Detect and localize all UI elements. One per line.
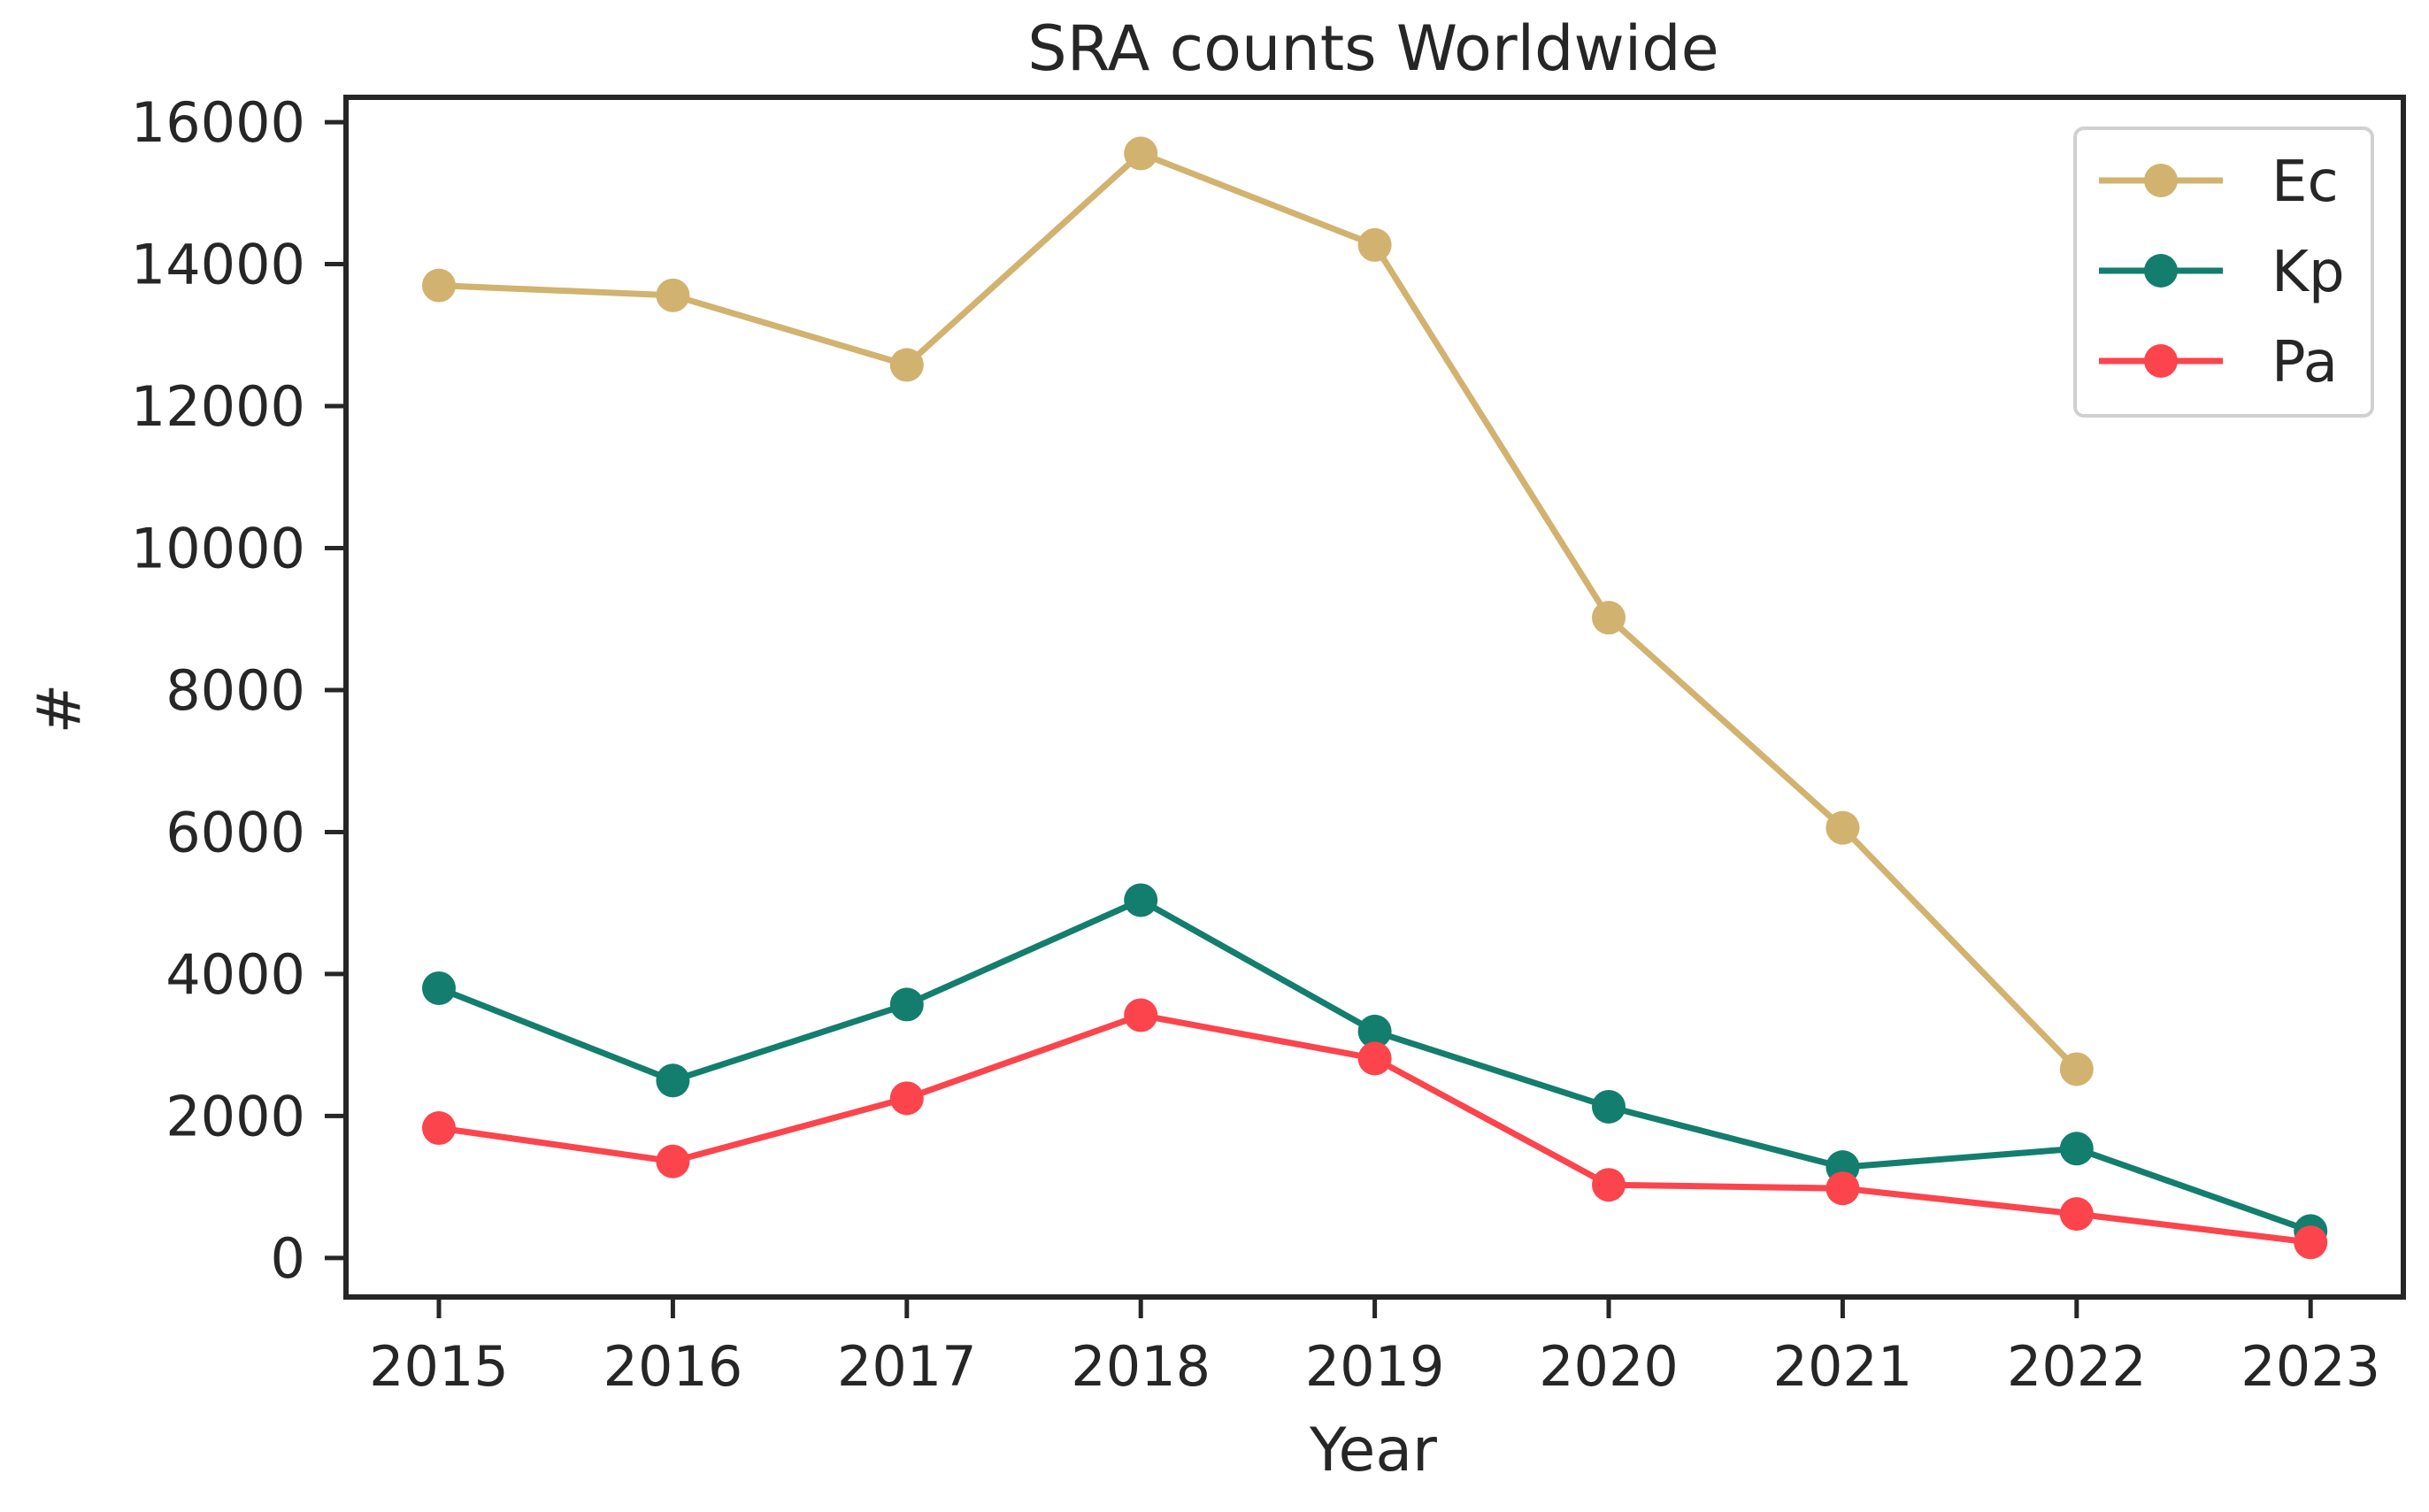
series-ec — [422, 136, 2094, 1086]
legend-marker — [2144, 254, 2178, 288]
data-point-pa — [1826, 1171, 1860, 1206]
y-tick-label: 6000 — [165, 800, 305, 864]
y-tick-label: 12000 — [131, 374, 305, 439]
x-tick-label: 2016 — [603, 1334, 743, 1399]
series-kp — [422, 883, 2328, 1248]
data-point-kp — [2059, 1132, 2094, 1166]
data-point-pa — [1357, 1041, 1392, 1076]
legend-entry-pa: Pa — [2099, 330, 2338, 395]
series-line-ec — [438, 150, 2079, 1071]
data-point-pa — [2294, 1225, 2328, 1260]
legend-entry-kp: Kp — [2099, 240, 2345, 305]
data-point-ec — [422, 268, 456, 303]
legend-label: Pa — [2271, 330, 2338, 395]
x-tick-label: 2020 — [1539, 1334, 1679, 1399]
data-point-pa — [1592, 1168, 1626, 1202]
series-layer — [422, 136, 2328, 1260]
x-axis-label: Year — [1309, 1416, 1437, 1485]
y-tick-label: 16000 — [131, 90, 305, 155]
x-tick-label: 2019 — [1305, 1334, 1445, 1399]
series-pa — [422, 998, 2328, 1260]
x-tick-label: 2021 — [1773, 1334, 1913, 1399]
y-tick-label: 8000 — [165, 658, 305, 723]
legend: Ec Kp Pa — [2073, 127, 2374, 418]
data-point-kp — [656, 1063, 690, 1098]
y-tick-label: 14000 — [131, 233, 305, 297]
legend-label: Kp — [2271, 240, 2345, 305]
data-point-pa — [889, 1081, 924, 1116]
data-point-pa — [1124, 998, 1158, 1032]
y-axis-ticks: 0 2000 4000 6000 8000 10000 12000 14000 16000 — [131, 90, 346, 1291]
x-axis-ticks: 2015 2016 2017 2018 2019 2020 2021 2022 2023 — [369, 1297, 2380, 1399]
data-point-ec — [1124, 136, 1158, 171]
data-point-ec — [1357, 227, 1392, 262]
y-axis-label: # — [25, 684, 95, 734]
data-point-kp — [1124, 883, 1158, 917]
legend-marker — [2144, 344, 2178, 378]
legend-entry-ec: Ec — [2099, 150, 2339, 215]
chart-title: SRA counts Worldwide — [1027, 12, 1718, 85]
x-tick-label: 2018 — [1071, 1334, 1211, 1399]
plot-frame — [343, 95, 2406, 1300]
y-tick-label: 0 — [271, 1226, 305, 1291]
legend-box — [2073, 127, 2374, 418]
data-point-ec — [1826, 810, 1860, 845]
x-tick-label: 2023 — [2241, 1334, 2380, 1399]
y-tick-label: 4000 — [165, 942, 305, 1007]
y-tick-label: 10000 — [131, 517, 305, 581]
data-point-pa — [422, 1111, 456, 1146]
data-point-kp — [889, 987, 924, 1022]
data-point-kp — [1592, 1089, 1626, 1124]
x-tick-label: 2017 — [837, 1334, 977, 1399]
legend-label: Ec — [2271, 150, 2339, 215]
data-point-pa — [656, 1144, 690, 1178]
data-point-kp — [422, 971, 456, 1005]
x-tick-label: 2015 — [369, 1334, 509, 1399]
data-point-kp — [1357, 1014, 1392, 1048]
data-point-pa — [2059, 1197, 2094, 1232]
y-tick-label: 2000 — [165, 1084, 305, 1148]
data-point-ec — [656, 278, 690, 312]
data-point-ec — [889, 348, 924, 382]
data-point-ec — [2059, 1052, 2094, 1086]
x-tick-label: 2022 — [2007, 1334, 2147, 1399]
legend-marker — [2144, 164, 2178, 197]
data-point-ec — [1592, 601, 1626, 635]
